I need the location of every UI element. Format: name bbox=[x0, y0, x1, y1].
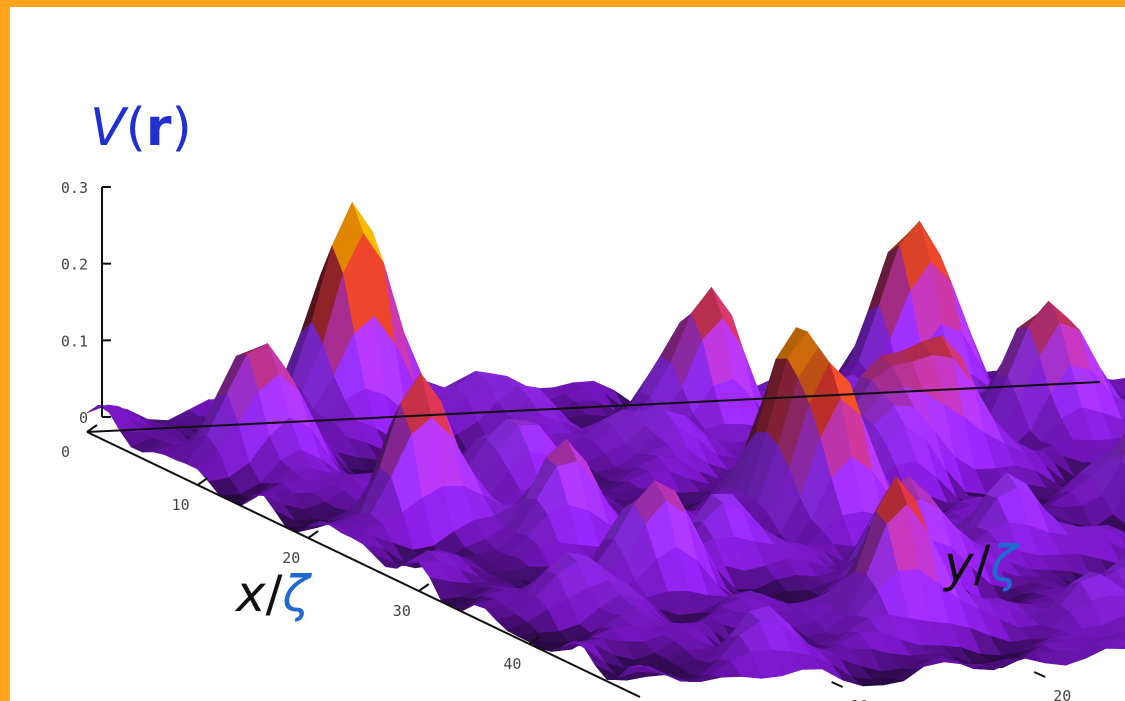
x-tick-mark bbox=[197, 477, 209, 486]
z-axis-vector: r bbox=[146, 98, 172, 158]
x-tick-label: 10 bbox=[172, 496, 190, 514]
axes: 010203040102030405000.10.20.3 bbox=[61, 179, 1101, 701]
z-axis-symbol: V bbox=[90, 98, 129, 158]
x-axis-title: x/ζ bbox=[234, 565, 312, 623]
x-tick-mark bbox=[528, 636, 540, 645]
z-axis-title: V(r) bbox=[90, 98, 192, 158]
y-tick-label: 10 bbox=[851, 697, 869, 701]
z-tick-label: 0.2 bbox=[61, 256, 88, 274]
x-axis-symbol: x bbox=[234, 565, 266, 623]
y-tick-mark bbox=[831, 681, 844, 688]
z-axis-open-paren: ( bbox=[126, 98, 146, 158]
y-axis-symbol: y bbox=[942, 535, 975, 593]
x-axis-slash: / bbox=[266, 565, 283, 623]
z-tick-label: 0.1 bbox=[61, 332, 88, 350]
x-tick-mark bbox=[418, 583, 430, 592]
chart-frame: 010203040102030405000.10.20.3 V(r) x/ζ y… bbox=[10, 7, 1125, 701]
x-tick-label: 30 bbox=[393, 602, 411, 620]
z-axis-close-paren: ) bbox=[172, 98, 192, 158]
surface-cell bbox=[628, 664, 661, 673]
potential-surface bbox=[86, 201, 1125, 687]
x-axis-unit: ζ bbox=[281, 565, 312, 623]
x-tick-label: 0 bbox=[61, 443, 70, 461]
y-axis-slash: / bbox=[974, 535, 991, 593]
y-tick-label: 20 bbox=[1053, 687, 1071, 701]
y-axis-unit: ζ bbox=[989, 535, 1020, 593]
surface-cell bbox=[1121, 453, 1125, 465]
y-axis-line bbox=[86, 381, 1101, 433]
y-tick-mark bbox=[1033, 671, 1046, 678]
z-tick-label: 0.3 bbox=[61, 179, 88, 197]
z-tick-label: 0 bbox=[79, 409, 88, 427]
x-tick-mark bbox=[86, 424, 98, 433]
y-axis-title: y/ζ bbox=[942, 535, 1020, 593]
x-tick-mark bbox=[307, 530, 319, 539]
surface-plot: 010203040102030405000.10.20.3 V(r) x/ζ y… bbox=[61, 98, 1125, 701]
x-tick-label: 20 bbox=[282, 549, 300, 567]
x-tick-label: 40 bbox=[503, 655, 521, 673]
x-axis-line bbox=[86, 431, 641, 698]
